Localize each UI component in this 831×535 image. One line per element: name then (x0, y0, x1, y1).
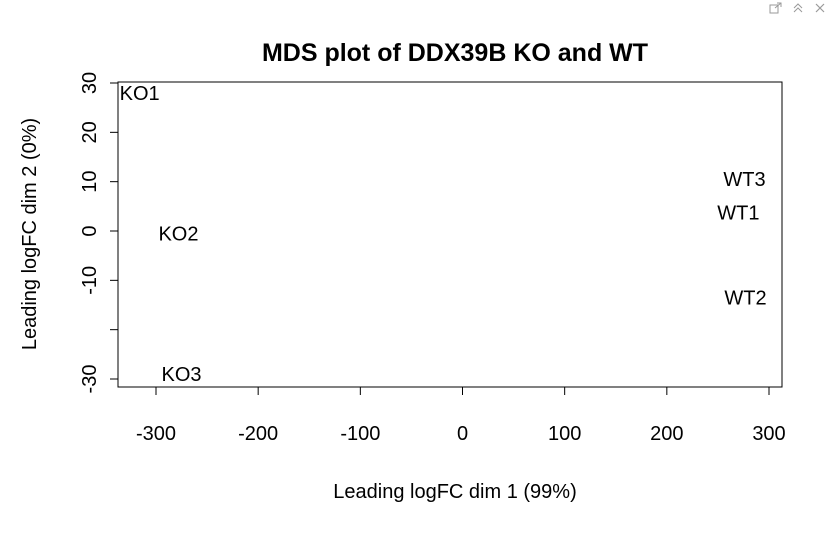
point-label-ko2: KO2 (158, 223, 198, 245)
chart-title: MDS plot of DDX39B KO and WT (262, 39, 648, 67)
x-axis: -300 -200 -100 0 100 200 300 (136, 386, 786, 445)
data-points: KO1 KO2 KO3 WT3 WT1 WT2 (120, 83, 767, 386)
point-label-wt2: WT2 (724, 288, 766, 310)
x-tick-label: -300 (136, 423, 176, 445)
y-axis-label: Leading logFC dim 2 (0%) (19, 118, 41, 350)
y-tick-label: -10 (79, 266, 101, 295)
export-icon-glyph (769, 2, 782, 14)
point-label-ko3: KO3 (162, 364, 202, 386)
close-icon[interactable] (809, 0, 831, 16)
y-tick-label: -30 (79, 365, 101, 394)
y-tick-label: 10 (79, 171, 101, 193)
y-axis: -30 -10 0 10 20 30 (79, 72, 119, 394)
x-tick-label: 200 (650, 423, 683, 445)
point-label-wt1: WT1 (717, 203, 759, 225)
y-tick-label: 0 (79, 225, 101, 236)
x-tick-label: -100 (340, 423, 380, 445)
plot-frame (117, 81, 783, 388)
x-tick-label: 300 (752, 423, 785, 445)
close-x-icon (815, 3, 825, 13)
point-label-ko1: KO1 (120, 83, 160, 105)
x-axis-label: Leading logFC dim 1 (99%) (333, 481, 576, 503)
x-tick-label: -200 (238, 423, 278, 445)
y-tick-label: 30 (79, 72, 101, 94)
collapse-icon[interactable] (787, 0, 809, 16)
viewer-toolbar (765, 0, 831, 16)
point-label-wt3: WT3 (723, 169, 765, 191)
y-tick-label: 20 (79, 121, 101, 143)
x-tick-label: 0 (457, 423, 468, 445)
chevron-up-double-icon (793, 3, 803, 13)
x-tick-label: 100 (548, 423, 581, 445)
export-icon[interactable] (765, 0, 787, 16)
